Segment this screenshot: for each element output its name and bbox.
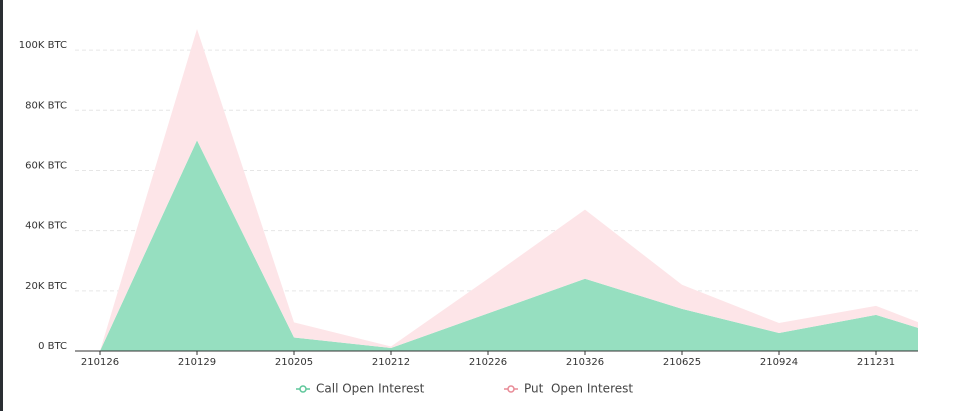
x-tick-label: 210326	[566, 357, 604, 368]
x-tick-label: 210924	[760, 357, 798, 368]
legend-marker	[299, 385, 307, 393]
y-tick-label: 60K BTC	[25, 160, 67, 171]
y-tick-label: 20K BTC	[25, 281, 67, 292]
legend-label: Call Open Interest	[316, 382, 425, 396]
x-tick-label: 210212	[372, 357, 410, 368]
y-tick-label: 40K BTC	[25, 221, 67, 232]
legend-marker	[507, 385, 515, 393]
x-tick-label: 210205	[275, 357, 313, 368]
window-edge	[0, 0, 3, 411]
legend-label: Put Open Interest	[524, 382, 633, 396]
area	[100, 29, 918, 351]
x-tick-label: 210625	[663, 357, 701, 368]
x-tick-label: 210126	[81, 357, 119, 368]
area	[100, 140, 918, 351]
x-tick-label: 211231	[857, 357, 895, 368]
x-tick-label: 210129	[178, 357, 216, 368]
y-tick-label: 80K BTC	[25, 100, 67, 111]
y-tick-label: 100K BTC	[19, 40, 67, 51]
x-tick-label: 210226	[469, 357, 507, 368]
y-tick-label: 0 BTC	[38, 341, 67, 352]
